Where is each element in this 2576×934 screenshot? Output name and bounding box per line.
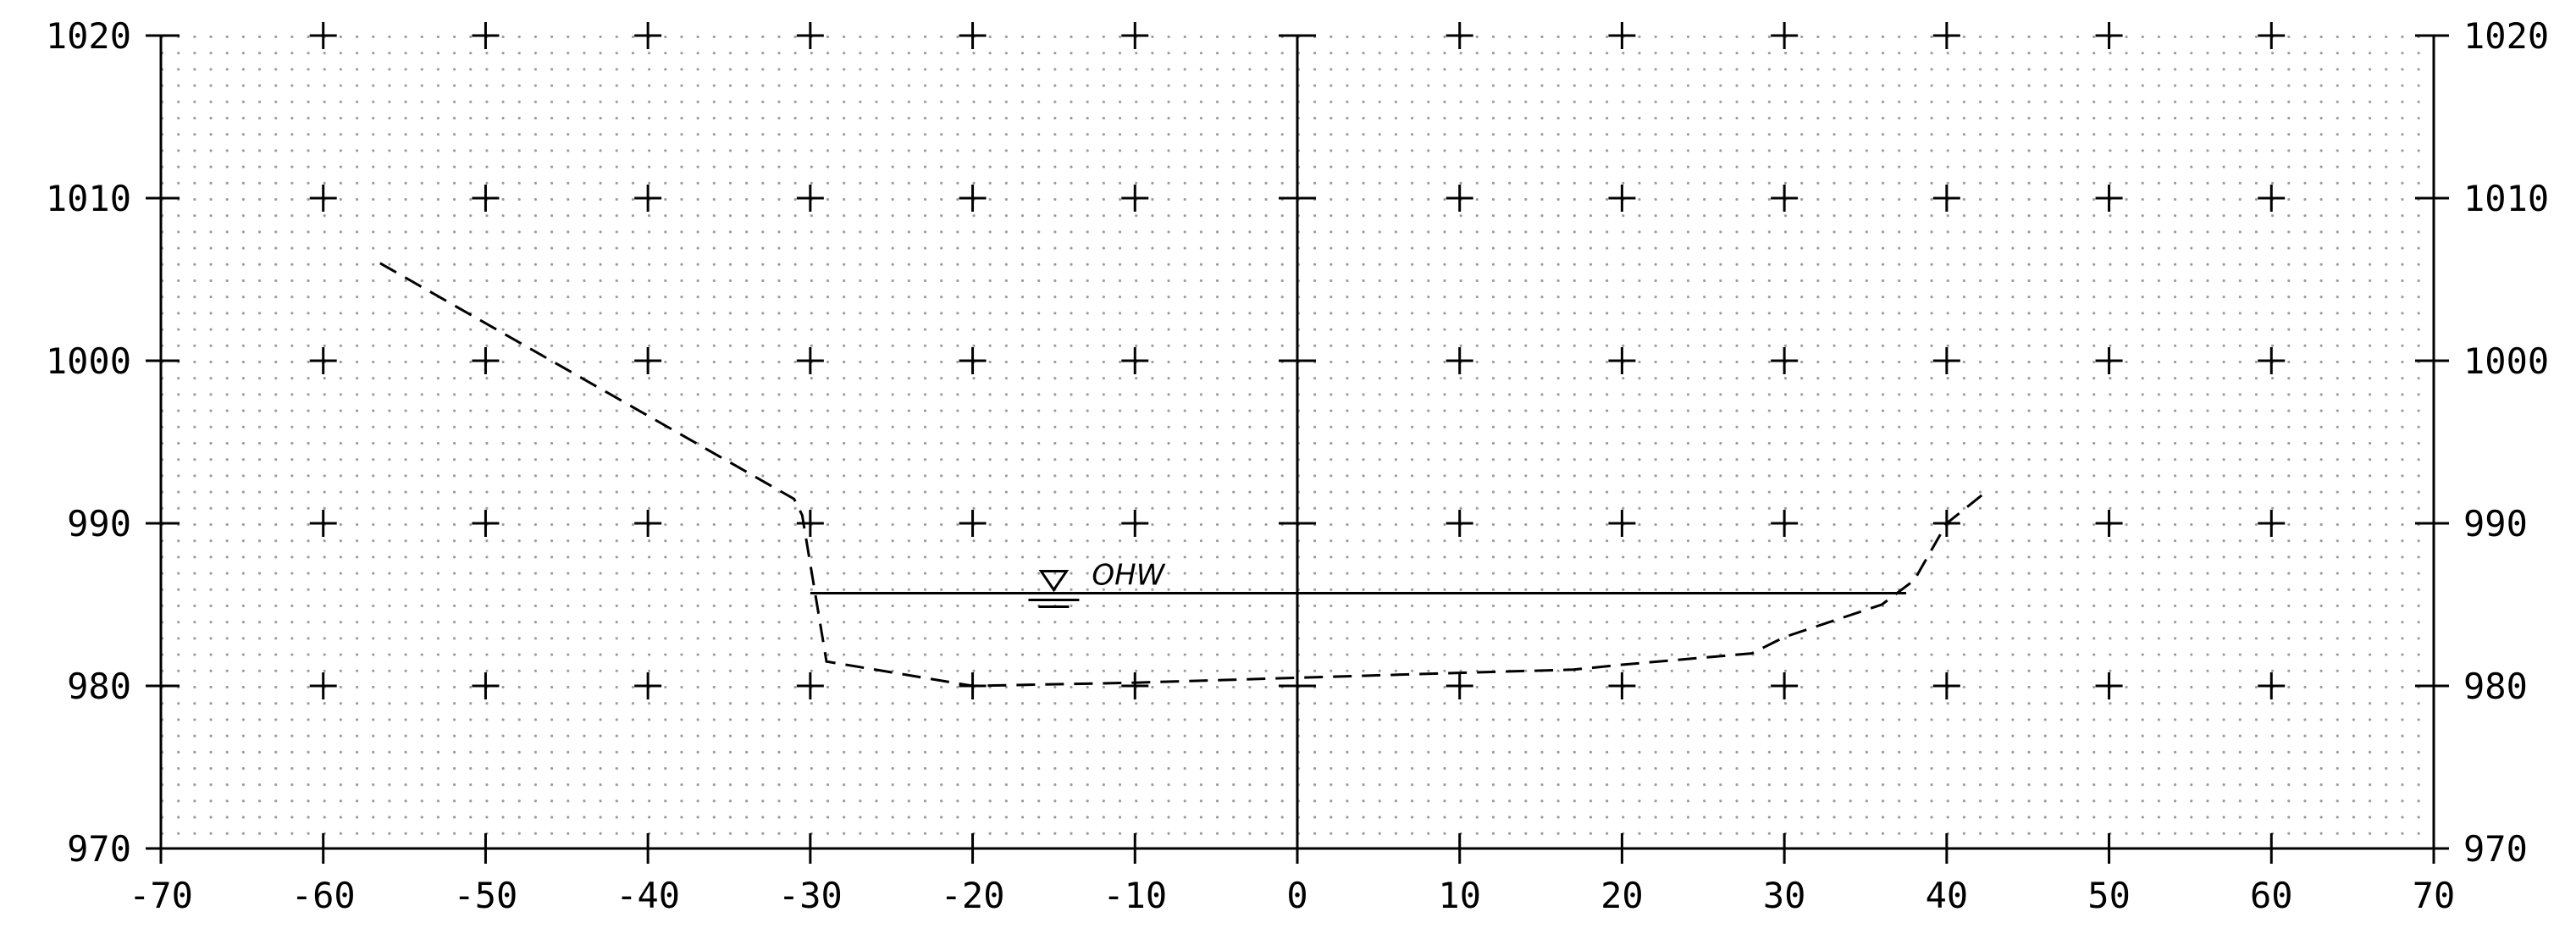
x-tick-label: -70	[129, 875, 193, 916]
x-tick-labels: -70 -60 -50 -40 -30 -20 -10 0 10 20 30 40 50 60 70	[129, 875, 2455, 916]
axes	[146, 34, 2449, 864]
y-tick-label-left: 1010	[46, 178, 131, 219]
grid-cross	[1121, 185, 1149, 212]
ohw-label: OHW	[1092, 559, 1165, 593]
grid-cross	[1771, 510, 1799, 537]
water-level-triangle-icon	[1038, 570, 1070, 593]
grid-cross	[309, 347, 337, 374]
grid-cross	[634, 22, 662, 49]
y-tick-label-left: 980	[67, 666, 131, 707]
x-tick-label: -60	[291, 875, 356, 916]
x-tick-label: 20	[1600, 875, 1644, 916]
grid-cross	[959, 347, 987, 374]
grid-cross	[1121, 672, 1149, 699]
grid-cross	[472, 347, 500, 374]
grid-cross	[634, 185, 662, 212]
grid-cross	[1771, 672, 1799, 699]
x-tick-label: -10	[1103, 875, 1167, 916]
grid-cross	[472, 22, 500, 49]
grid-cross	[634, 510, 662, 537]
y-tick-label-left: 970	[67, 828, 131, 870]
water-surface: OHW	[810, 559, 1906, 609]
grid-cross	[2258, 347, 2286, 374]
grid-cross	[1446, 347, 1473, 374]
grid-cross	[2095, 672, 2123, 699]
grid-cross	[2258, 672, 2286, 699]
grid-cross	[2095, 185, 2123, 212]
y-tick-labels-left: 970 980 990 1000 1010 1020	[46, 15, 131, 870]
grid-cross	[1446, 22, 1473, 49]
x-tick-label: 40	[1926, 875, 1969, 916]
x-tick-label: -50	[453, 875, 517, 916]
y-tick-label-right: 1000	[2463, 340, 2549, 382]
grid-cross	[1121, 22, 1149, 49]
grid-cross	[1608, 510, 1636, 537]
y-tick-label-right: 1010	[2463, 178, 2549, 219]
grid-cross	[796, 510, 824, 537]
y-tick-label-right: 980	[2463, 666, 2528, 707]
grid-cross	[1608, 185, 1636, 212]
x-tick-label: 50	[2087, 875, 2131, 916]
y-tick-label-left: 990	[67, 503, 131, 544]
grid-cross	[959, 22, 987, 49]
grid-cross	[472, 672, 500, 699]
grid-cross	[2095, 510, 2123, 537]
grid-cross	[309, 22, 337, 49]
x-tick-label: 0	[1286, 875, 1307, 916]
x-tick-label: -40	[616, 875, 680, 916]
grid-cross	[309, 510, 337, 537]
grid-cross	[796, 672, 824, 699]
grid-cross	[1771, 185, 1799, 212]
grid-cross	[1771, 347, 1799, 374]
grid-cross	[2258, 22, 2286, 49]
x-tick-label: -20	[941, 875, 1005, 916]
grid-cross	[1121, 347, 1149, 374]
grid-cross	[309, 672, 337, 699]
x-tick-label: 10	[1438, 875, 1481, 916]
x-tick-label: 70	[2413, 875, 2456, 916]
grid-cross	[1932, 22, 1960, 49]
y-tick-labels-right: 970 980 990 1000 1010 1020	[2463, 15, 2549, 870]
grid-cross	[796, 22, 824, 49]
grid-cross	[1608, 672, 1636, 699]
grid-cross	[309, 185, 337, 212]
x-tick-label: 30	[1763, 875, 1806, 916]
grid-cross	[959, 185, 987, 212]
grid-cross	[1932, 347, 1960, 374]
grid-cross	[2258, 185, 2286, 212]
grid-cross	[634, 347, 662, 374]
grid-cross	[1446, 510, 1473, 537]
grid-cross	[2258, 510, 2286, 537]
y-tick-label-right: 1020	[2463, 15, 2549, 57]
x-tick-label: 60	[2250, 875, 2293, 916]
grid-cross	[472, 510, 500, 537]
grid-cross	[1121, 510, 1149, 537]
grid-cross	[1608, 347, 1636, 374]
x-tick-label: -30	[778, 875, 843, 916]
grid-cross	[959, 510, 987, 537]
grid-crosses	[309, 22, 2286, 699]
grid-cross	[796, 185, 824, 212]
grid-cross	[1446, 185, 1473, 212]
grid-cross	[796, 347, 824, 374]
y-tick-label-right: 990	[2463, 503, 2528, 544]
y-tick-label-left: 1000	[46, 340, 131, 382]
y-tick-label-right: 970	[2463, 828, 2528, 870]
grid-cross	[2095, 347, 2123, 374]
grid-cross	[472, 185, 500, 212]
grid-cross	[1771, 22, 1799, 49]
grid-cross	[634, 672, 662, 699]
grid-cross	[1608, 22, 1636, 49]
y-tick-label-left: 1020	[46, 15, 131, 57]
grid-cross	[1932, 672, 1960, 699]
grid-cross	[2095, 22, 2123, 49]
grid-cross	[1932, 185, 1960, 212]
grid-cross	[1446, 672, 1473, 699]
